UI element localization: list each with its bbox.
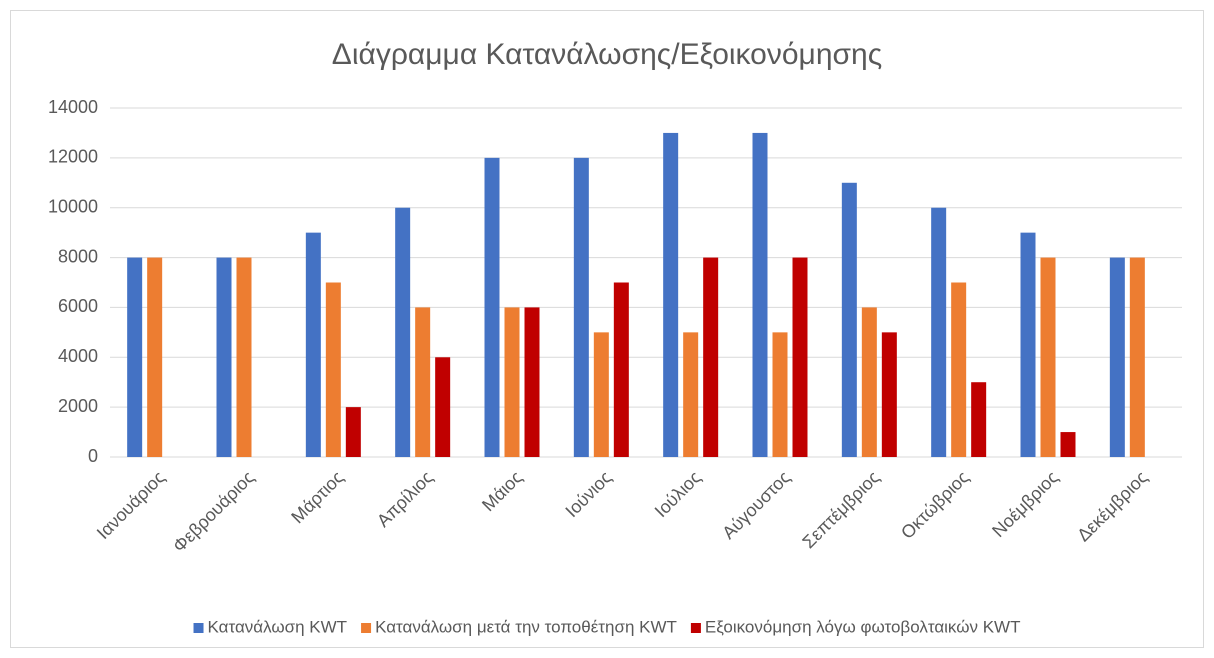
bar	[127, 257, 143, 457]
y-tick-label: 2000	[58, 396, 98, 416]
y-tick-label: 10000	[48, 196, 98, 216]
chart-title: Διάγραμμα Κατανάλωσης/Εξοικονόμησης	[332, 38, 882, 71]
legend-label: Εξοικονόμηση λόγω φωτοβολταικών KWT	[705, 617, 1021, 636]
bar	[792, 257, 808, 457]
bar	[663, 132, 679, 457]
bar	[772, 332, 788, 457]
bar	[881, 332, 897, 457]
bar	[345, 407, 361, 457]
bar	[216, 257, 232, 457]
bar	[395, 207, 411, 457]
bar	[305, 232, 321, 457]
chart-border	[10, 10, 1204, 648]
bar	[931, 207, 947, 457]
bar	[861, 307, 877, 457]
bar	[325, 282, 341, 457]
legend-swatch	[361, 623, 372, 633]
bar	[971, 382, 987, 457]
bar	[504, 307, 520, 457]
bar	[415, 307, 431, 457]
y-tick-label: 4000	[58, 346, 98, 366]
bar	[1060, 432, 1076, 457]
bar	[524, 307, 540, 457]
bar	[1020, 232, 1036, 457]
bar	[593, 332, 609, 457]
bar	[683, 332, 699, 457]
legend-swatch	[193, 623, 204, 633]
bar	[573, 157, 589, 457]
legend-swatch	[690, 623, 701, 633]
legend: Κατανάλωση KWT Κατανάλωση μετά την τοποθέ…	[193, 617, 1021, 636]
bar	[147, 257, 163, 457]
bar	[703, 257, 719, 457]
bar	[1040, 257, 1056, 457]
bar	[841, 182, 857, 458]
bar	[1109, 257, 1125, 457]
legend-label: Κατανάλωση μετά την τοποθέτηση KWT	[375, 617, 677, 636]
y-tick-label: 14000	[48, 97, 98, 117]
legend-label: Κατανάλωση KWT	[208, 617, 348, 636]
y-tick-label: 0	[88, 446, 98, 466]
y-tick-label: 6000	[58, 296, 98, 316]
bar	[613, 282, 629, 457]
bar	[951, 282, 967, 457]
bar	[236, 257, 252, 457]
y-tick-label: 12000	[48, 147, 98, 167]
bar	[752, 132, 768, 457]
bar	[1129, 257, 1145, 457]
y-tick-label: 8000	[58, 246, 98, 266]
bar	[484, 157, 500, 457]
bar	[435, 357, 451, 457]
